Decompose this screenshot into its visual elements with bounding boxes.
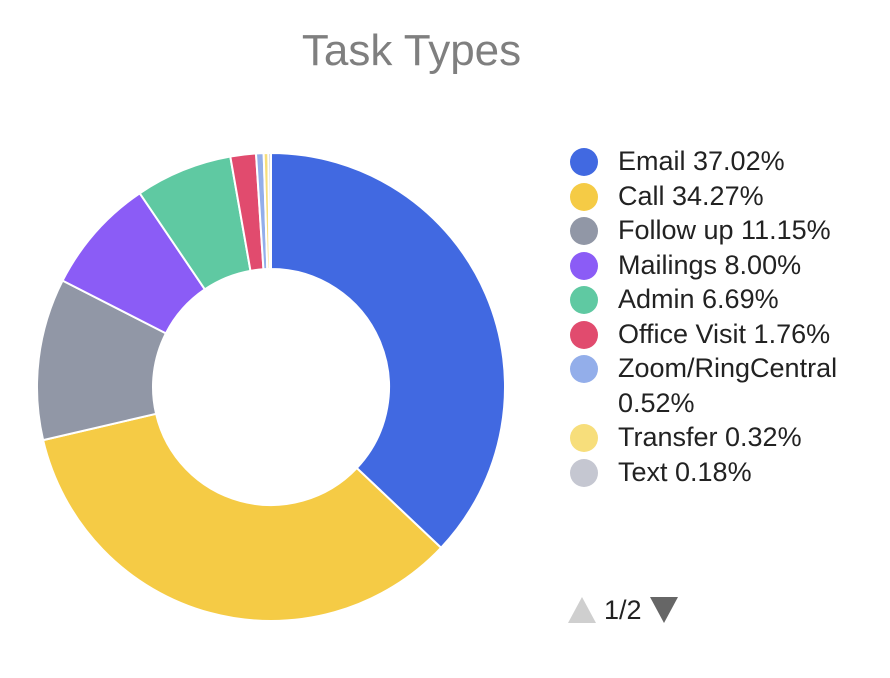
legend-label: Office Visit 1.76% [618,318,831,349]
legend-item[interactable]: Email 37.02% [570,144,880,179]
legend-swatch [570,148,598,176]
legend-swatch [570,182,598,211]
legend-label: Admin 6.69% [618,284,779,314]
triangle-down-icon[interactable] [649,597,678,623]
legend-label: Transfer 0.32% [618,422,802,452]
legend-swatch [570,251,598,280]
legend-item[interactable]: Mailings 8.00% [570,248,880,283]
legend-swatch [570,424,598,452]
legend-item[interactable]: Office Visit 1.76% [570,317,880,352]
legend-swatch [570,458,598,487]
legend-pager: 1/2 [568,594,678,626]
legend-item[interactable]: Admin 6.69% [570,282,880,317]
legend-item[interactable]: Transfer 0.32% [570,420,880,455]
legend-label: Text 0.18% [618,456,752,487]
legend-swatch [570,355,598,383]
legend-label: Zoom/RingCentral 0.52% [618,353,838,418]
legend-swatch [570,320,598,349]
legend-label: Mailings 8.00% [618,249,802,280]
triangle-up-icon[interactable] [568,597,596,623]
slice-call[interactable] [41,412,443,622]
legend-item[interactable]: Text 0.18% [570,455,880,490]
legend-label: Email 37.02% [618,146,785,176]
legend-swatch [570,286,598,314]
legend-label: Call 34.27% [618,180,764,211]
slice-text[interactable] [267,151,272,271]
legend-label: Follow up 11.15% [618,215,831,245]
legend-swatch [570,217,598,245]
pager-text: 1/2 [604,594,642,625]
legend-item[interactable]: Zoom/RingCentral 0.52% [570,351,880,420]
slice-email[interactable] [270,151,506,550]
legend: Email 37.02% Call 34.27% Follow up 11.15% M… [570,144,880,580]
legend-item[interactable]: Follow up 11.15% [570,213,880,248]
chart-title: Task Types [301,26,522,75]
legend-item[interactable]: Call 34.27% [570,179,880,214]
